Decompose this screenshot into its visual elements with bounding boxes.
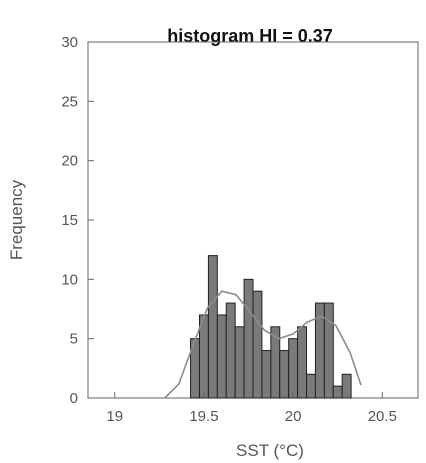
plot-area: 19 19.5 20 20.5 0 5 10 15 20 25 30 [61, 34, 419, 425]
histogram-bar-7 [243, 278, 254, 399]
histogram-bar-12 [288, 338, 299, 399]
histogram-bar-5 [225, 302, 236, 399]
x-tick-label-2: 19.5 [189, 408, 218, 425]
ticks-layer [88, 41, 383, 399]
histogram-bar-11 [279, 350, 290, 399]
histogram-bar-17 [332, 385, 343, 399]
y-tick-label-2: 5 [70, 331, 78, 348]
histogram-bar-14 [306, 373, 316, 399]
y-tick-label-4: 15 [61, 212, 78, 229]
histogram-bar-18 [341, 373, 352, 399]
x-tick-label-3: 20 [285, 408, 302, 425]
y-tick-label-3: 10 [61, 271, 78, 288]
histogram-bar-2 [198, 314, 209, 399]
histogram-bar-13 [297, 326, 308, 399]
histogram-bar-16 [323, 302, 334, 399]
y-tick-label-6: 25 [61, 93, 78, 110]
histogram-bar-3 [207, 255, 218, 399]
labels-layer: 19 19.5 20 20.5 0 5 10 15 20 25 30 [61, 34, 397, 425]
x-tick-label-4: 20.5 [368, 408, 397, 425]
y-tick-label-5: 20 [61, 153, 78, 170]
y-tick-label-7: 30 [61, 34, 78, 51]
x-tick-label-1: 19 [106, 408, 123, 425]
histogram-bar-4 [216, 314, 227, 399]
histogram-bar-8 [252, 290, 263, 399]
histogram-bar-9 [261, 350, 272, 399]
y-axis-title: Frequency [7, 179, 26, 260]
y-tick-label-1: 0 [70, 390, 78, 407]
chart-title: histogram HI = 0.37 [167, 26, 333, 46]
x-axis-title: SST (°C) [236, 441, 304, 460]
bars-layer [190, 255, 352, 399]
fit-curve [164, 290, 362, 399]
histogram-bar-6 [234, 326, 245, 399]
